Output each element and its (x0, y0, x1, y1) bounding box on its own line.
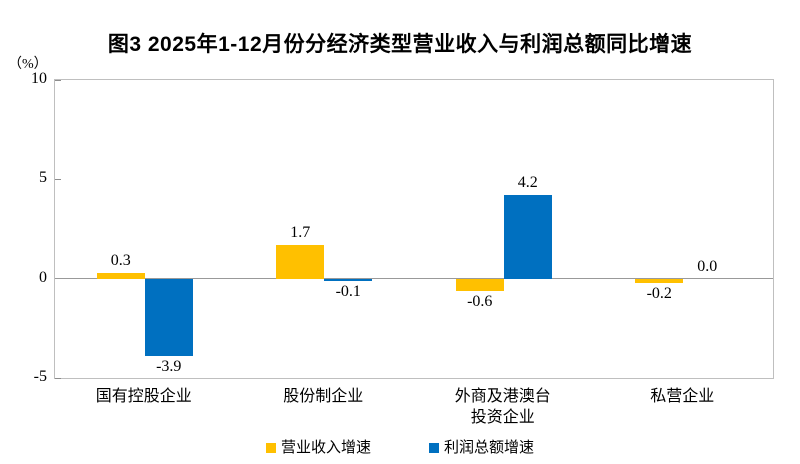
bar-营业收入增速 (96, 272, 145, 279)
bar-value-label: 4.2 (517, 174, 538, 192)
y-tick-label: -5 (33, 368, 47, 385)
y-axis-tick-labels: 10 5 0 -5 (0, 0, 47, 464)
legend-label: 利润总额增速 (444, 440, 535, 456)
bar-value-label: -0.6 (467, 292, 493, 310)
y-tick-label: 5 (39, 169, 47, 187)
zero-gridline (55, 278, 773, 280)
y-tick-label: 10 (31, 70, 47, 87)
y-tick-label: 0 (39, 268, 47, 286)
x-category-label: 私营企业 (650, 388, 715, 405)
y-axis-unit-label: （%） (8, 57, 48, 72)
bar-value-label: -0.1 (335, 282, 361, 300)
x-category-label: 股份制企业 (283, 388, 364, 405)
legend-item: 营业收入增速 (265, 439, 371, 457)
bar-利润总额增速 (324, 278, 373, 281)
plot-area: 0.3 -3.9 1.7 -0.1 -0.6 4.2 -0.2 0.0 (54, 79, 774, 379)
x-category-label: 国有控股企业 (95, 388, 192, 405)
legend-swatch-icon (265, 443, 276, 453)
bar-value-label: 0.3 (110, 251, 131, 269)
bar-value-label: -3.9 (156, 358, 182, 376)
bar-利润总额增速 (144, 278, 193, 357)
bar-value-label: 0.0 (697, 257, 718, 275)
y-tick-mark (55, 377, 61, 379)
legend-label: 营业收入增速 (280, 440, 371, 456)
chart-title: 图3 2025年1-12月份分经济类型营业收入与利润总额同比增速 (107, 33, 693, 56)
y-tick-mark (55, 178, 61, 180)
bar-value-label: 1.7 (290, 223, 311, 241)
chart-legend: 营业收入增速 利润总额增速 (20, 438, 780, 458)
legend-swatch-icon (429, 443, 439, 453)
bar-营业收入增速 (455, 278, 504, 291)
bar-营业收入增速 (635, 278, 684, 283)
x-category-label: 外商及港澳台 投资企业 (454, 388, 551, 426)
legend-item: 利润总额增速 (429, 439, 534, 457)
bar-value-label: -0.2 (646, 284, 672, 302)
y-tick-mark (55, 79, 61, 81)
bar-利润总额增速 (503, 195, 552, 279)
bar-营业收入增速 (276, 244, 325, 279)
